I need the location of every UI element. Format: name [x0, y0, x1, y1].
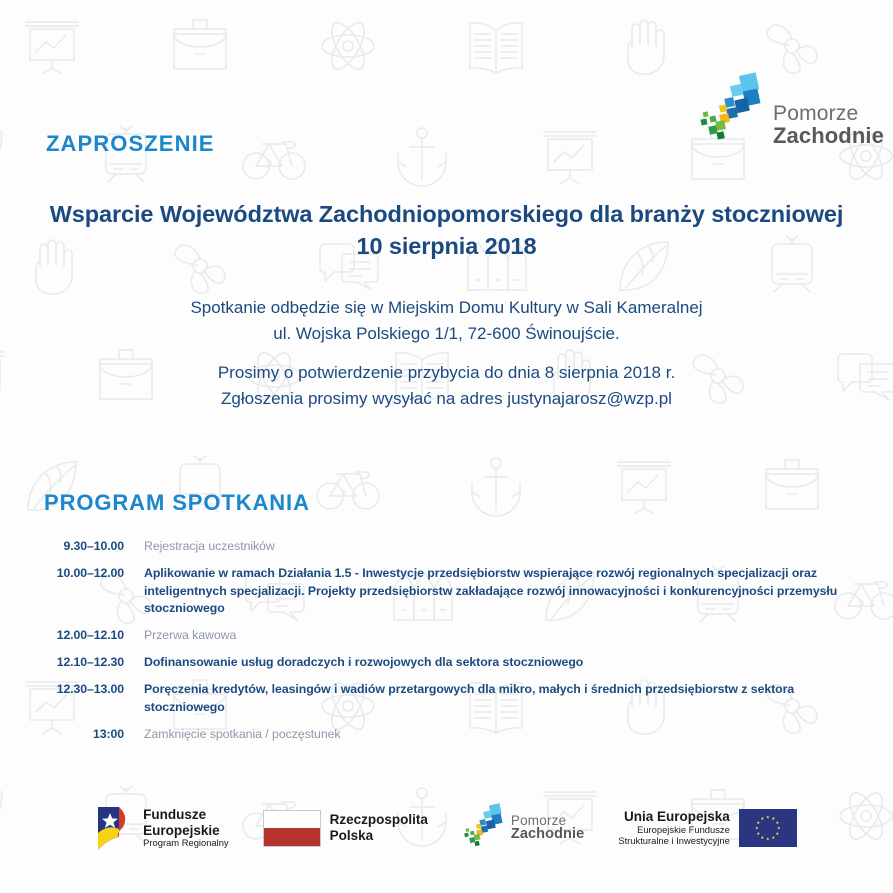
rsvp-block: Prosimy o potwierdzenie przybycia do dni…: [0, 360, 893, 411]
program-row-description: Aplikowanie w ramach Działania 1.5 - Inw…: [144, 565, 838, 616]
program-row: 12.00–12.10 Przerwa kawowa: [44, 627, 849, 645]
program-row-time: 12.10–12.30: [56, 655, 124, 670]
poland-flag-icon: [262, 809, 321, 847]
program-row-time: 12.30–13.00: [56, 681, 124, 696]
program-row: 10.00–12.00 Aplikowanie w ramach Działani…: [44, 565, 849, 618]
venue-line1: Spotkanie odbędzie się w Miejskim Domu K…: [190, 298, 703, 317]
flag-stripe-red: [263, 828, 320, 846]
eu-star-icon: [755, 826, 759, 830]
page-title: Wsparcie Województwa Zachodniopomorskieg…: [0, 198, 893, 263]
pomorze-zachodnie-checkmark-icon: [697, 72, 769, 149]
page-title-line2: 10 sierpnia 2018: [356, 233, 537, 260]
eu-star-icon: [766, 815, 770, 819]
footer-logo-poland: Rzeczpospolita Polska: [262, 809, 428, 847]
footer-logo-eu-funds: Fundusze Europejskie Program Regionalny: [96, 803, 229, 853]
footer-logo-wordmark: Pomorze Zachodnie: [510, 812, 585, 843]
program-row-time: 12.00–12.10: [56, 628, 124, 643]
pomorze-zachodnie-checkmark-icon-small: [462, 802, 508, 854]
eu-funds-mark-icon: [96, 803, 136, 853]
pomorze-zachodnie-logo: Pomorze Zachodnie: [697, 72, 884, 149]
venue-line2: ul. Wojska Polskiego 1/1, 72-600 Świnouj…: [273, 323, 620, 343]
eu-star-icon: [777, 826, 781, 830]
program-row-description: Przerwa kawowa: [144, 628, 237, 643]
eu-star-icon: [775, 820, 780, 824]
eu-star-icon: [775, 831, 780, 835]
program-heading: PROGRAM SPOTKANIA: [44, 490, 310, 515]
rsvp-line1: Prosimy o potwierdzenie przybycia do dni…: [217, 363, 676, 382]
flag-stripe-white: [263, 810, 320, 828]
footer-logo-name-top: Pomorze: [510, 812, 567, 828]
eu-line3: Strukturalne i Inwestycyjne: [618, 834, 730, 846]
page-title-line1: Wsparcie Województwa Zachodniopomorskieg…: [49, 201, 844, 227]
logo-wordmark: Pomorze Zachodnie: [773, 103, 884, 147]
kicker-zaproszenie: ZAPROSZENIE: [46, 131, 215, 156]
venue-block: Spotkanie odbędzie się w Miejskim Domu K…: [0, 295, 893, 346]
logo-name-bottom: Zachodnie: [773, 122, 884, 148]
footer-logo-name-bottom: Zachodnie: [510, 826, 585, 843]
rsvp-line2: Zgłoszenia prosimy wysyłać na adres just…: [221, 388, 672, 408]
eu-star-icon: [760, 816, 765, 820]
eu-funds-line2: Europejskie: [143, 822, 220, 838]
program-row-time: 10.00–12.00: [56, 565, 124, 580]
eu-flag-icon: [738, 809, 797, 847]
logo-name-top: Pomorze: [773, 102, 859, 126]
footer-logo-pomorze-zachodnie: Pomorze Zachodnie: [462, 802, 585, 854]
program-row: 9.30–10.00 Rejestracja uczestników: [44, 538, 849, 556]
eu-star-icon: [771, 835, 776, 839]
eu-label: Unia Europejska Europejskie Fundusze Str…: [618, 809, 730, 846]
poland-line2: Polska: [329, 828, 374, 843]
eu-star-icon: [760, 835, 765, 839]
eu-funds-line3: Program Regionalny: [143, 837, 229, 849]
program-row-time: 13:00: [93, 726, 124, 741]
program-row-description: Dofinansowanie usług doradczych i rozwoj…: [144, 655, 584, 670]
eu-funds-line1: Fundusze: [143, 806, 207, 822]
program-row: 13:00 Zamknięcie spotkania / poczęstunek: [44, 726, 849, 744]
eu-star-icon: [756, 820, 761, 824]
program-row: 12.10–12.30 Dofinansowanie usług doradczy…: [44, 654, 849, 672]
eu-funds-label: Fundusze Europejskie Program Regionalny: [143, 807, 228, 849]
eu-star-icon: [771, 816, 776, 820]
program-row-description: Rejestracja uczestników: [144, 539, 275, 553]
eu-star-icon: [766, 837, 770, 841]
program-row-time: 9.30–10.00: [63, 539, 124, 553]
footer-logo-european-union: Unia Europejska Europejskie Fundusze Str…: [618, 809, 797, 847]
eu-line1: Unia Europejska: [624, 809, 730, 825]
footer-logo-bar: Fundusze Europejskie Program Regionalny …: [0, 792, 893, 864]
program-row-description: Zamknięcie spotkania / poczęstunek: [144, 726, 341, 741]
program-schedule: 9.30–10.00 Rejestracja uczestników 10.00–1…: [44, 538, 849, 752]
program-row-description: Poręczenia kredytów, leasingów i wadiów …: [144, 681, 795, 714]
program-row: 12.30–13.00 Poręczenia kredytów, leasingó…: [44, 681, 849, 717]
poland-line1: Rzeczpospolita: [329, 812, 428, 828]
poland-label: Rzeczpospolita Polska: [330, 812, 428, 843]
eu-line2: Europejskie Fundusze: [637, 823, 730, 835]
eu-star-icon: [756, 831, 761, 835]
